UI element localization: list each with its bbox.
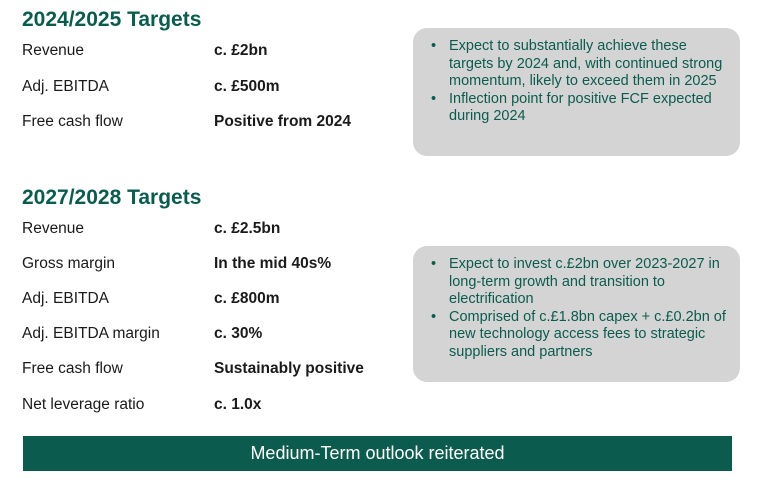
callout-2024-2025: • Expect to substantially achieve these t… bbox=[413, 28, 740, 156]
target-value: In the mid 40s% bbox=[214, 255, 332, 272]
outlook-banner: Medium-Term outlook reiterated bbox=[23, 436, 732, 471]
target-label: Free cash flow bbox=[22, 360, 123, 377]
target-label: Revenue bbox=[22, 220, 85, 237]
target-label: Adj. EBITDA margin bbox=[22, 325, 160, 342]
target-row-revenue: Revenue c. £2bn bbox=[22, 42, 402, 64]
target-row-adj-ebitda-margin: Adj. EBITDA margin c. 30% bbox=[22, 325, 402, 347]
target-row-free-cash-flow: Free cash flow Positive from 2024 bbox=[22, 113, 402, 135]
banner-text: Medium-Term outlook reiterated bbox=[250, 443, 505, 463]
bullet-icon: • bbox=[431, 90, 437, 107]
callout-list: • Expect to invest c.£2bn over 2023-2027 … bbox=[431, 256, 726, 361]
callout-text: Inflection point for positive FCF expect… bbox=[449, 90, 712, 125]
callout-item: • Expect to substantially achieve these t… bbox=[431, 38, 726, 91]
callout-item: • Expect to invest c.£2bn over 2023-2027 … bbox=[431, 256, 726, 309]
target-label: Free cash flow bbox=[22, 113, 123, 130]
target-value: c. £500m bbox=[214, 78, 280, 95]
bullet-icon: • bbox=[431, 256, 437, 272]
callout-text: Expect to substantially achieve these ta… bbox=[449, 38, 723, 89]
bullet-icon: • bbox=[431, 38, 437, 54]
target-row-net-leverage-ratio: Net leverage ratio c. 1.0x bbox=[22, 396, 402, 418]
section-title-2024-2025: 2024/2025 Targets bbox=[22, 8, 202, 31]
target-row-adj-ebitda: Adj. EBITDA c. £500m bbox=[22, 78, 402, 100]
target-label: Net leverage ratio bbox=[22, 396, 145, 413]
target-row-revenue: Revenue c. £2.5bn bbox=[22, 220, 402, 242]
callout-text: Comprised of c.£1.8bn capex + c.£0.2bn o… bbox=[449, 308, 726, 360]
target-value: Sustainably positive bbox=[214, 360, 364, 377]
target-value: Positive from 2024 bbox=[214, 113, 351, 130]
callout-item: • Comprised of c.£1.8bn capex + c.£0.2bn … bbox=[431, 309, 726, 362]
target-row-adj-ebitda: Adj. EBITDA c. £800m bbox=[22, 290, 402, 312]
callout-text: Expect to invest c.£2bn over 2023-2027 i… bbox=[449, 256, 720, 307]
target-value: c. £800m bbox=[214, 290, 280, 307]
target-label: Adj. EBITDA bbox=[22, 78, 109, 95]
callout-item: • Inflection point for positive FCF expec… bbox=[431, 91, 726, 126]
target-label: Adj. EBITDA bbox=[22, 290, 109, 307]
target-value: c. £2bn bbox=[214, 42, 268, 59]
target-label: Revenue bbox=[22, 42, 85, 59]
callout-2027-2028: • Expect to invest c.£2bn over 2023-2027 … bbox=[413, 246, 740, 382]
target-value: c. 30% bbox=[214, 325, 263, 342]
bullet-icon: • bbox=[431, 308, 437, 325]
target-row-gross-margin: Gross margin In the mid 40s% bbox=[22, 255, 402, 277]
target-value: c. £2.5bn bbox=[214, 220, 281, 237]
section-title-2027-2028: 2027/2028 Targets bbox=[22, 186, 202, 209]
callout-list: • Expect to substantially achieve these t… bbox=[431, 38, 726, 126]
target-value: c. 1.0x bbox=[214, 396, 262, 413]
target-row-free-cash-flow: Free cash flow Sustainably positive bbox=[22, 360, 402, 382]
target-label: Gross margin bbox=[22, 255, 116, 272]
